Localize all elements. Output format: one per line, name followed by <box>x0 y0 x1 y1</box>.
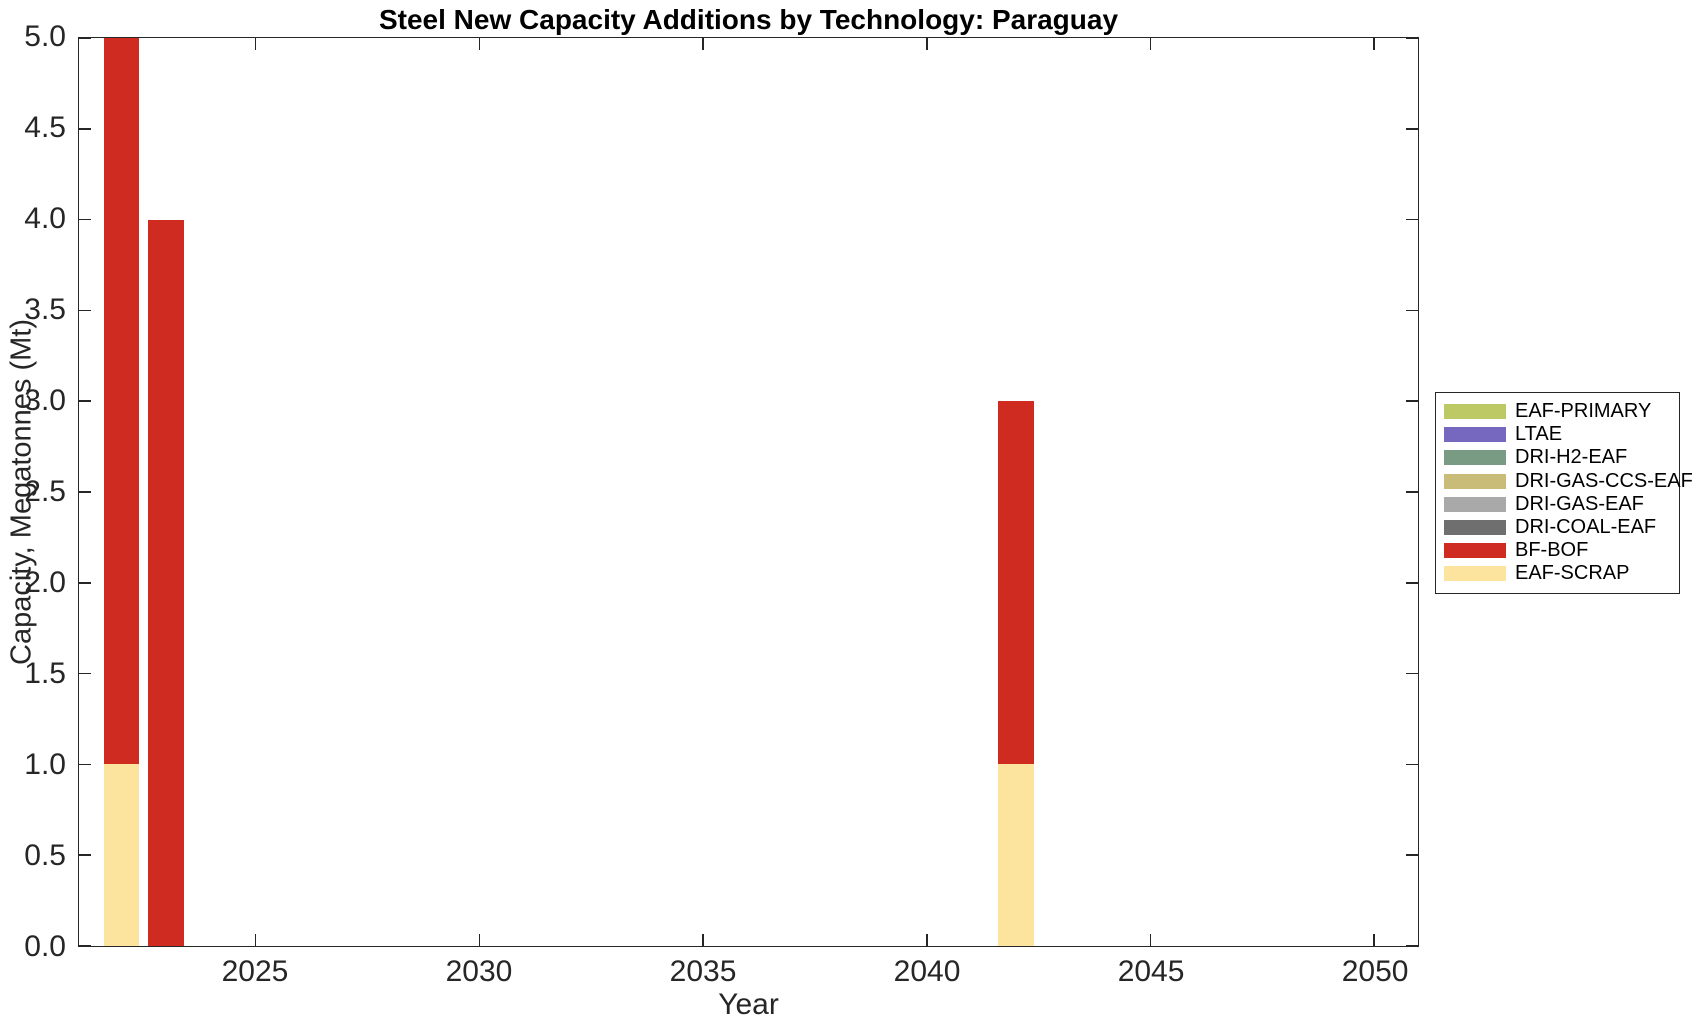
legend-label-LTAE: LTAE <box>1515 423 1563 446</box>
bar-segment-2022-EAF-SCRAP <box>103 764 140 946</box>
x-axis-tick-top-2050 <box>1373 38 1375 50</box>
y-axis-tick-right-0.5 <box>1406 854 1418 856</box>
y-tick-labels: 0.0 0.5 1.0 1.5 2.0 2.5 3.0 3.5 4.0 4.5 5.0 <box>0 22 66 962</box>
y-axis-tick-left-3.5 <box>79 309 91 312</box>
y-axis-tick-right-4.5 <box>1406 128 1418 130</box>
y-axis-tick-left-4.5 <box>79 128 91 130</box>
legend-row-LTAE: LTAE <box>1436 423 1679 446</box>
x-axis-tick-bottom-2025 <box>254 934 257 946</box>
legend-row-BF-BOF: BF-BOF <box>1436 539 1679 562</box>
legend-label-DRI-GAS-CCS-EAF: DRI-GAS-CCS-EAF <box>1515 469 1693 492</box>
x-tick-label-2040: 2040 <box>893 955 961 988</box>
y-tick-label-2.0: 2.0 <box>24 566 66 599</box>
legend-label-EAF-PRIMARY: EAF-PRIMARY <box>1515 400 1652 423</box>
x-axis-tick-top-2035 <box>702 38 704 50</box>
x-axis-tick-bottom-2040 <box>926 934 928 946</box>
y-axis-tick-right-2 <box>1406 582 1418 584</box>
y-axis-tick-left-0.5 <box>79 854 91 856</box>
y-axis-tick-left-0 <box>79 945 91 947</box>
x-axis-tick-bottom-2045 <box>1149 934 1152 946</box>
legend-swatch-DRI-H2-EAF <box>1444 450 1506 466</box>
y-axis-tick-right-5 <box>1406 37 1418 39</box>
y-axis-tick-left-4 <box>79 218 91 221</box>
bar-segment-2023-BF-BOF <box>148 219 185 946</box>
legend-row-DRI-GAS-EAF: DRI-GAS-EAF <box>1436 493 1679 516</box>
y-tick-label-5.0: 5.0 <box>24 20 66 53</box>
legend-label-EAF-SCRAP: EAF-SCRAP <box>1515 562 1630 585</box>
bar-segment-2042-BF-BOF <box>998 401 1035 765</box>
y-axis-tick-left-5 <box>79 37 91 39</box>
x-axis-tick-top-2045 <box>1149 38 1152 50</box>
x-axis-tick-bottom-2030 <box>478 934 481 946</box>
legend-label-BF-BOF: BF-BOF <box>1515 539 1589 562</box>
legend-row-EAF-SCRAP: EAF-SCRAP <box>1436 562 1679 585</box>
y-tick-label-0.5: 0.5 <box>24 839 66 872</box>
x-axis-tick-top-2040 <box>926 38 928 50</box>
x-tick-label-2025: 2025 <box>221 955 289 988</box>
y-tick-label-0.0: 0.0 <box>24 930 66 963</box>
y-tick-label-2.5: 2.5 <box>24 475 66 508</box>
legend-label-DRI-H2-EAF: DRI-H2-EAF <box>1515 446 1628 469</box>
y-axis-tick-left-2 <box>79 582 91 584</box>
y-axis-tick-left-3 <box>79 400 91 402</box>
legend-swatch-LTAE <box>1444 427 1506 443</box>
bar-segment-2042-EAF-SCRAP <box>998 764 1035 946</box>
chart-title: Steel New Capacity Additions by Technolo… <box>378 4 1119 35</box>
legend-row-EAF-PRIMARY: EAF-PRIMARY <box>1436 400 1679 423</box>
y-tick-label-3.5: 3.5 <box>24 293 66 326</box>
y-tick-label-1.0: 1.0 <box>24 748 66 781</box>
y-tick-label-4.0: 4.0 <box>24 202 66 235</box>
y-tick-label-4.5: 4.5 <box>24 111 66 144</box>
x-axis-tick-top-2025 <box>254 38 257 50</box>
legend-swatch-BF-BOF <box>1444 543 1506 559</box>
legend-row-DRI-COAL-EAF: DRI-COAL-EAF <box>1436 516 1679 539</box>
legend-row-DRI-GAS-CCS-EAF: DRI-GAS-CCS-EAF <box>1436 470 1693 493</box>
y-axis-tick-left-1 <box>79 763 91 766</box>
y-axis-tick-left-2.5 <box>79 491 91 493</box>
y-axis-tick-right-4 <box>1406 218 1418 221</box>
x-tick-label-2035: 2035 <box>669 955 737 988</box>
y-axis-tick-right-3 <box>1406 400 1418 402</box>
legend-swatch-EAF-SCRAP <box>1444 566 1506 582</box>
y-axis-tick-left-1.5 <box>79 672 91 675</box>
plot-area <box>78 37 1419 947</box>
bar-segment-2022-BF-BOF <box>103 38 140 765</box>
legend-swatch-EAF-PRIMARY <box>1444 404 1506 420</box>
x-axis-tick-bottom-2035 <box>702 934 704 946</box>
x-tick-label-2030: 2030 <box>445 955 513 988</box>
legend-swatch-DRI-GAS-EAF <box>1444 496 1506 512</box>
legend-swatch-DRI-GAS-CCS-EAF <box>1444 473 1506 489</box>
y-axis-tick-right-1 <box>1406 763 1418 766</box>
y-tick-label-1.5: 1.5 <box>24 657 66 690</box>
legend-row-DRI-H2-EAF: DRI-H2-EAF <box>1436 446 1679 469</box>
legend: EAF-PRIMARY LTAE DRI-H2-EAF DRI-GAS-CCS-EAF… <box>1435 392 1693 594</box>
y-axis-tick-right-3.5 <box>1406 309 1418 312</box>
x-axis-label: Year <box>718 988 779 1021</box>
x-tick-label-2050: 2050 <box>1341 955 1409 988</box>
x-tick-labels: 2025 2030 2035 2040 2045 2050 <box>78 956 1419 990</box>
y-tick-label-3.0: 3.0 <box>24 384 66 417</box>
y-axis-tick-right-1.5 <box>1406 672 1418 675</box>
legend-label-DRI-GAS-EAF: DRI-GAS-EAF <box>1515 492 1644 515</box>
x-tick-label-2045: 2045 <box>1117 955 1185 988</box>
x-axis-tick-top-2030 <box>478 38 481 50</box>
x-axis-tick-bottom-2050 <box>1373 934 1375 946</box>
y-axis-tick-right-0 <box>1406 945 1418 947</box>
y-axis-tick-right-2.5 <box>1406 491 1418 493</box>
legend-swatch-DRI-COAL-EAF <box>1444 520 1506 536</box>
legend-label-DRI-COAL-EAF: DRI-COAL-EAF <box>1515 516 1657 539</box>
